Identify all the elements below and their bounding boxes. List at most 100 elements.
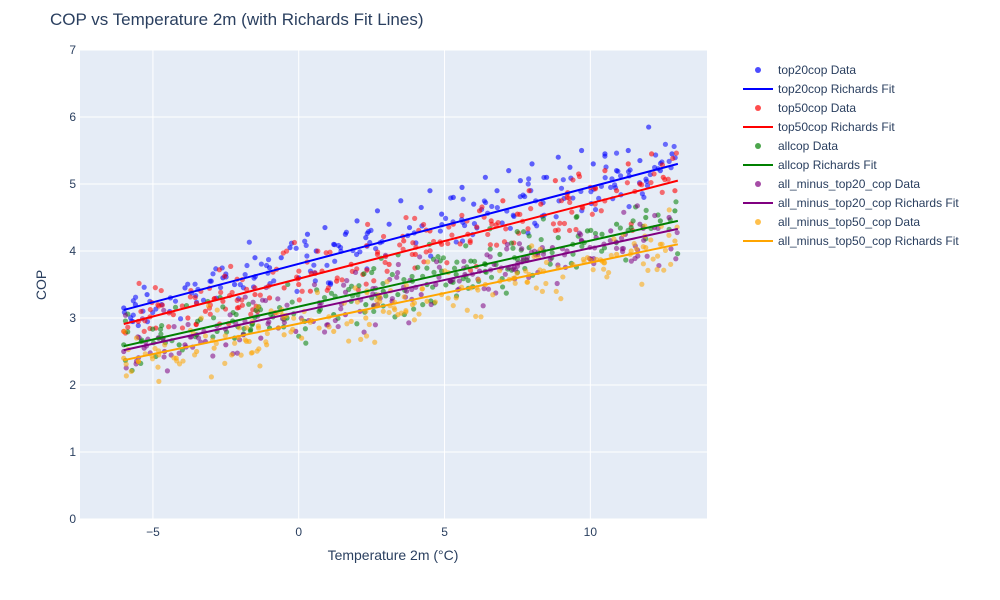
data-point bbox=[185, 281, 191, 287]
data-point bbox=[601, 266, 607, 272]
data-point bbox=[358, 336, 364, 342]
data-point bbox=[439, 211, 445, 217]
legend-label: top50cop Richards Fit bbox=[778, 120, 895, 134]
data-point bbox=[141, 284, 147, 290]
data-point bbox=[348, 318, 354, 324]
data-point bbox=[363, 333, 370, 339]
data-point bbox=[640, 261, 646, 267]
legend-item[interactable]: all_minus_top20_cop Data bbox=[755, 177, 920, 191]
data-point bbox=[601, 245, 608, 251]
legend[interactable]: top20cop Data top20cop Richards Fit top50c… bbox=[743, 63, 959, 248]
data-point bbox=[411, 300, 418, 306]
data-point bbox=[579, 147, 585, 154]
data-point bbox=[611, 236, 617, 242]
data-point bbox=[185, 315, 191, 321]
data-point bbox=[210, 315, 217, 321]
legend-item[interactable]: top20cop Data bbox=[755, 63, 856, 77]
data-point bbox=[403, 308, 409, 314]
data-point bbox=[218, 289, 224, 296]
data-point bbox=[538, 201, 544, 207]
data-point bbox=[672, 188, 678, 194]
data-point bbox=[281, 319, 287, 326]
data-point bbox=[617, 173, 624, 179]
data-point bbox=[371, 265, 377, 272]
data-point bbox=[363, 281, 369, 287]
fit-lines bbox=[123, 162, 679, 362]
legend-item[interactable]: all_minus_top50_cop Richards Fit bbox=[743, 234, 959, 248]
data-point bbox=[324, 287, 330, 293]
data-point bbox=[537, 246, 543, 252]
data-point bbox=[252, 255, 258, 261]
data-point bbox=[364, 267, 370, 273]
data-point bbox=[281, 332, 287, 338]
data-point bbox=[538, 236, 544, 243]
data-point bbox=[570, 195, 576, 201]
data-point bbox=[673, 199, 679, 205]
data-point bbox=[152, 345, 158, 352]
data-point bbox=[499, 284, 506, 290]
data-point bbox=[526, 233, 532, 239]
data-point bbox=[621, 209, 627, 215]
data-point bbox=[602, 153, 608, 159]
data-point bbox=[263, 262, 270, 269]
data-point bbox=[123, 365, 129, 371]
data-point bbox=[579, 243, 585, 249]
data-point bbox=[445, 240, 451, 247]
data-point bbox=[404, 288, 410, 294]
legend-item[interactable]: top20cop Richards Fit bbox=[743, 82, 895, 96]
data-point bbox=[248, 350, 254, 356]
data-point bbox=[553, 214, 559, 220]
data-point bbox=[497, 251, 503, 257]
data-point bbox=[445, 295, 451, 301]
legend-item[interactable]: all_minus_top20_cop Richards Fit bbox=[743, 196, 959, 210]
data-point bbox=[675, 251, 681, 257]
legend-label: all_minus_top50_cop Richards Fit bbox=[778, 234, 959, 248]
data-point bbox=[456, 278, 462, 284]
legend-item[interactable]: top50cop Richards Fit bbox=[743, 120, 895, 134]
data-point bbox=[651, 171, 657, 177]
data-point bbox=[554, 280, 560, 287]
data-point bbox=[423, 249, 429, 255]
data-point bbox=[531, 253, 537, 260]
x-tick-label: −5 bbox=[146, 525, 160, 539]
data-point bbox=[476, 208, 483, 214]
data-point bbox=[202, 333, 209, 339]
data-point bbox=[377, 299, 383, 305]
data-point bbox=[506, 168, 512, 174]
data-point bbox=[258, 335, 264, 341]
legend-item[interactable]: all_minus_top50_cop Data bbox=[755, 215, 920, 229]
data-point bbox=[666, 158, 672, 164]
data-point bbox=[398, 310, 405, 316]
legend-item[interactable]: top50cop Data bbox=[755, 101, 856, 115]
data-point bbox=[590, 161, 596, 167]
data-point bbox=[626, 203, 632, 210]
data-point bbox=[354, 321, 360, 327]
legend-item[interactable]: allcop Richards Fit bbox=[743, 158, 877, 172]
data-point bbox=[460, 196, 466, 202]
data-point bbox=[669, 151, 675, 157]
data-point bbox=[436, 264, 442, 270]
data-point bbox=[332, 317, 338, 324]
data-point bbox=[659, 189, 665, 195]
data-point bbox=[613, 188, 620, 194]
data-point bbox=[343, 229, 350, 235]
data-point bbox=[588, 227, 594, 233]
data-point bbox=[599, 231, 605, 237]
data-point bbox=[526, 188, 532, 194]
data-point bbox=[467, 239, 473, 246]
data-point bbox=[555, 154, 561, 160]
data-point bbox=[182, 285, 188, 291]
data-point bbox=[474, 224, 480, 230]
data-point bbox=[262, 297, 269, 304]
data-point bbox=[446, 224, 452, 230]
data-point bbox=[528, 206, 534, 212]
data-point bbox=[403, 214, 409, 221]
legend-item[interactable]: allcop Data bbox=[755, 139, 838, 153]
data-point bbox=[639, 281, 645, 287]
data-point bbox=[588, 189, 594, 195]
data-point bbox=[485, 231, 491, 238]
data-point bbox=[271, 278, 277, 284]
data-point bbox=[500, 198, 506, 204]
data-point bbox=[552, 178, 558, 184]
data-point bbox=[666, 207, 672, 213]
